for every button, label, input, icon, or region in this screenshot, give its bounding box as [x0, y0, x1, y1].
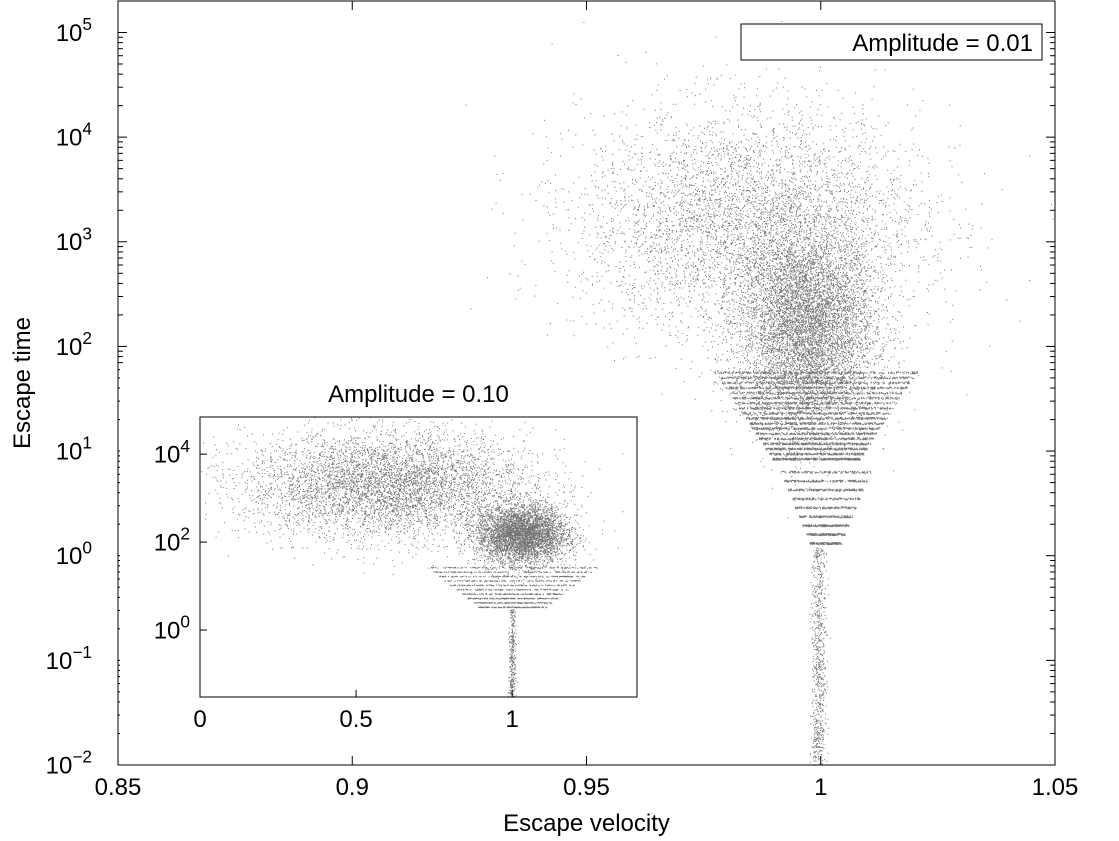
x-tick-label: 0.5 — [339, 706, 372, 733]
x-tick-label: 0.85 — [95, 774, 142, 801]
inset-background — [120, 367, 657, 739]
y-tick-label-exp: 2 — [82, 328, 92, 348]
y-tick-label-base: 10 — [56, 229, 83, 256]
main-scatter-points — [465, 20, 1054, 766]
y-tick-label-exp: 0 — [180, 612, 190, 632]
y-tick-label-base: 10 — [56, 334, 83, 361]
inset-scatter-points — [201, 417, 624, 698]
y-tick-label-exp: −2 — [72, 747, 92, 767]
scatter-point-cloud — [201, 417, 624, 698]
y-tick-label: 100 — [56, 537, 92, 570]
legend-entry: Amplitude = 0.01 — [852, 30, 1033, 57]
y-tick-label-base: 10 — [56, 125, 83, 152]
x-tick-label: 1 — [814, 774, 827, 801]
y-tick-label-base: 10 — [46, 648, 73, 675]
y-tick-label: 105 — [56, 14, 92, 47]
y-tick-label-base: 10 — [56, 543, 83, 570]
y-tick-label-base: 10 — [154, 617, 181, 644]
main-ticks: 0.85 0.9 0.95 1 1.0510−210−11001011021031041… — [46, 1, 1079, 801]
legend-box — [740, 23, 1043, 61]
scatter-point-cloud — [465, 20, 1054, 766]
y-tick-label-exp: 3 — [82, 223, 92, 243]
y-tick-label: 104 — [56, 119, 93, 152]
y-tick-label: 100 — [154, 612, 190, 645]
y-tick-label: 101 — [56, 433, 92, 466]
y-tick-label-base: 10 — [154, 529, 181, 556]
y-tick-label-exp: 5 — [82, 14, 92, 34]
main-y-axis-label: Escape time — [9, 317, 36, 449]
x-tick-label: 0 — [193, 706, 206, 733]
y-tick-label: 104 — [154, 436, 191, 469]
y-tick-label-exp: 0 — [82, 537, 92, 557]
inset-axes-frame — [199, 416, 638, 698]
y-tick-label: 102 — [56, 328, 92, 361]
y-tick-label-base: 10 — [56, 438, 83, 465]
inset-title: Amplitude = 0.10 — [328, 381, 509, 408]
main-legend: Amplitude = 0.01 — [740, 23, 1043, 61]
x-tick-label: 0.95 — [563, 774, 610, 801]
y-tick-label: 102 — [154, 524, 190, 557]
y-tick-label-base: 10 — [154, 442, 181, 469]
y-tick-label: 103 — [56, 223, 92, 256]
y-tick-label-exp: 4 — [180, 436, 190, 456]
x-tick-label: 1 — [505, 706, 518, 733]
main-x-axis-label: Escape velocity — [503, 810, 670, 837]
y-tick-label-base: 10 — [46, 752, 73, 779]
main-plot: 0.85 0.9 0.95 1 1.0510−210−11001011021031041… — [9, 0, 1079, 837]
x-tick-label: 0.9 — [336, 774, 369, 801]
y-tick-label-exp: 4 — [82, 119, 92, 139]
y-tick-label-exp: −1 — [72, 642, 92, 662]
y-tick-label-exp: 1 — [82, 433, 92, 453]
x-tick-label: 1.05 — [1032, 774, 1079, 801]
y-tick-label: 10−1 — [46, 642, 92, 675]
y-tick-label-exp: 2 — [180, 524, 190, 544]
y-tick-label: 10−2 — [46, 747, 92, 780]
y-tick-label-base: 10 — [56, 20, 83, 47]
